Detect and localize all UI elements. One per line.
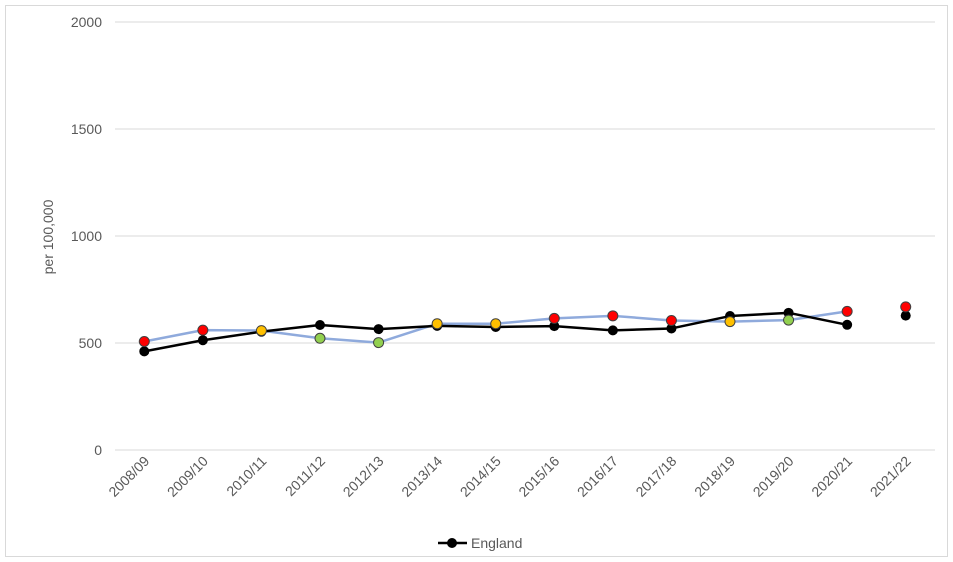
england-point <box>139 346 150 357</box>
legend: England <box>438 535 522 551</box>
x-tick-label: 2010/11 <box>223 453 270 500</box>
local-point <box>314 332 326 344</box>
england-point <box>842 319 853 330</box>
x-tick-label: 2013/14 <box>398 453 445 500</box>
local-point <box>255 325 267 337</box>
local-point <box>665 315 677 327</box>
y-tick-label: 2000 <box>71 14 102 30</box>
y-tick-label: 1000 <box>71 228 102 244</box>
local-point <box>431 318 443 330</box>
local-point <box>197 324 209 336</box>
england-point <box>373 324 384 335</box>
england-point <box>666 323 677 334</box>
local-point <box>490 318 502 330</box>
local-point <box>138 336 150 348</box>
x-tick-label: 2012/13 <box>340 453 387 500</box>
legend-marker-england <box>447 538 457 548</box>
series-markers <box>138 301 912 357</box>
england-point <box>197 335 208 346</box>
y-axis-tick-labels: 0 500 1000 1500 2000 <box>71 14 102 458</box>
y-tick-label: 1500 <box>71 121 102 137</box>
local-point <box>724 316 736 328</box>
england-point <box>315 320 325 331</box>
local-point <box>900 301 912 313</box>
y-tick-label: 0 <box>94 442 102 458</box>
local-point <box>607 310 619 322</box>
x-tick-label: 2011/12 <box>282 453 329 500</box>
local-point <box>373 337 385 349</box>
x-tick-label: 2020/21 <box>808 453 855 500</box>
x-tick-label: 2018/19 <box>691 453 738 500</box>
x-tick-label: 2015/16 <box>515 453 562 500</box>
local-point <box>841 305 853 317</box>
local-point <box>548 312 560 324</box>
chart-frame <box>5 5 948 557</box>
x-tick-label: 2014/15 <box>457 453 504 500</box>
y-tick-label: 500 <box>79 335 103 351</box>
x-axis-tick-labels: 2008/09 2009/10 2010/11 2011/12 2012/13 2013/… <box>105 453 914 500</box>
local-point <box>783 314 795 326</box>
x-tick-label: 2016/17 <box>574 453 621 500</box>
x-tick-label: 2019/20 <box>750 453 797 500</box>
x-tick-label: 2009/10 <box>164 453 211 500</box>
england-point <box>607 325 618 336</box>
gridlines <box>115 21 935 451</box>
y-axis-label: per 100,000 <box>40 199 56 274</box>
legend-label-england: England <box>471 535 522 551</box>
x-tick-label: 2008/09 <box>105 453 152 500</box>
x-tick-label: 2021/22 <box>867 453 914 500</box>
england-point <box>549 321 560 332</box>
x-tick-label: 2017/18 <box>632 453 679 500</box>
england-point <box>900 310 911 321</box>
